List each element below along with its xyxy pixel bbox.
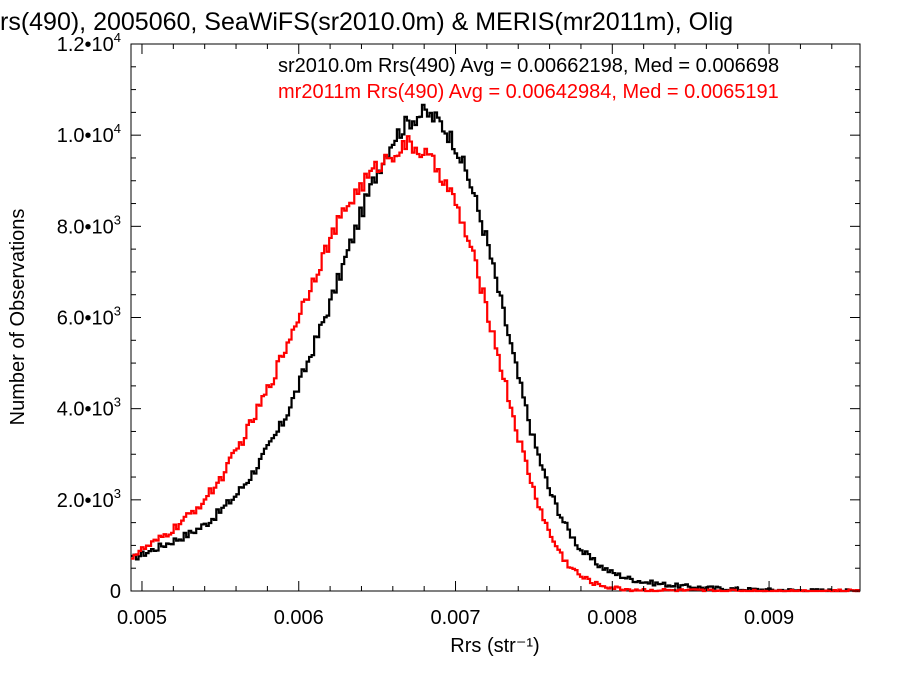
y-tick-label: 1.0•104	[57, 121, 121, 147]
x-tick-label: 0.009	[744, 607, 794, 629]
y-tick-label: 0	[110, 581, 121, 603]
y-tick-label: 4.0•103	[57, 395, 121, 421]
y-tick-label: 6.0•103	[57, 304, 121, 330]
x-axis-label: Rrs (str⁻¹)	[450, 635, 539, 657]
y-axis-label: Number of Observations	[7, 209, 29, 426]
legend-entry-sr2010: sr2010.0m Rrs(490) Avg = 0.00662198, Med…	[278, 55, 779, 77]
y-tick-label: 1.2•104	[57, 30, 121, 56]
x-tick-label: 0.005	[117, 607, 167, 629]
series-line-1	[131, 135, 860, 593]
legend: sr2010.0m Rrs(490) Avg = 0.00662198, Med…	[278, 55, 779, 103]
y-tick-label: 8.0•103	[57, 212, 121, 238]
x-tick-label: 0.007	[430, 607, 480, 629]
chart-title: rs(490), 2005060, SeaWiFS(sr2010.0m) & M…	[0, 8, 733, 36]
plot-frame	[130, 43, 861, 592]
y-tick-label: 2.0•103	[57, 486, 121, 512]
x-tick-label: 0.006	[274, 607, 324, 629]
axes-layer: 0.005 0.006 0.007 0.008 0.009 0 2.0•103 4.0•103…	[57, 30, 860, 629]
series-layer	[131, 103, 860, 593]
legend-entry-mr2011: mr2011m Rrs(490) Avg = 0.00642984, Med =…	[278, 81, 779, 103]
x-tick-label: 0.008	[587, 607, 637, 629]
